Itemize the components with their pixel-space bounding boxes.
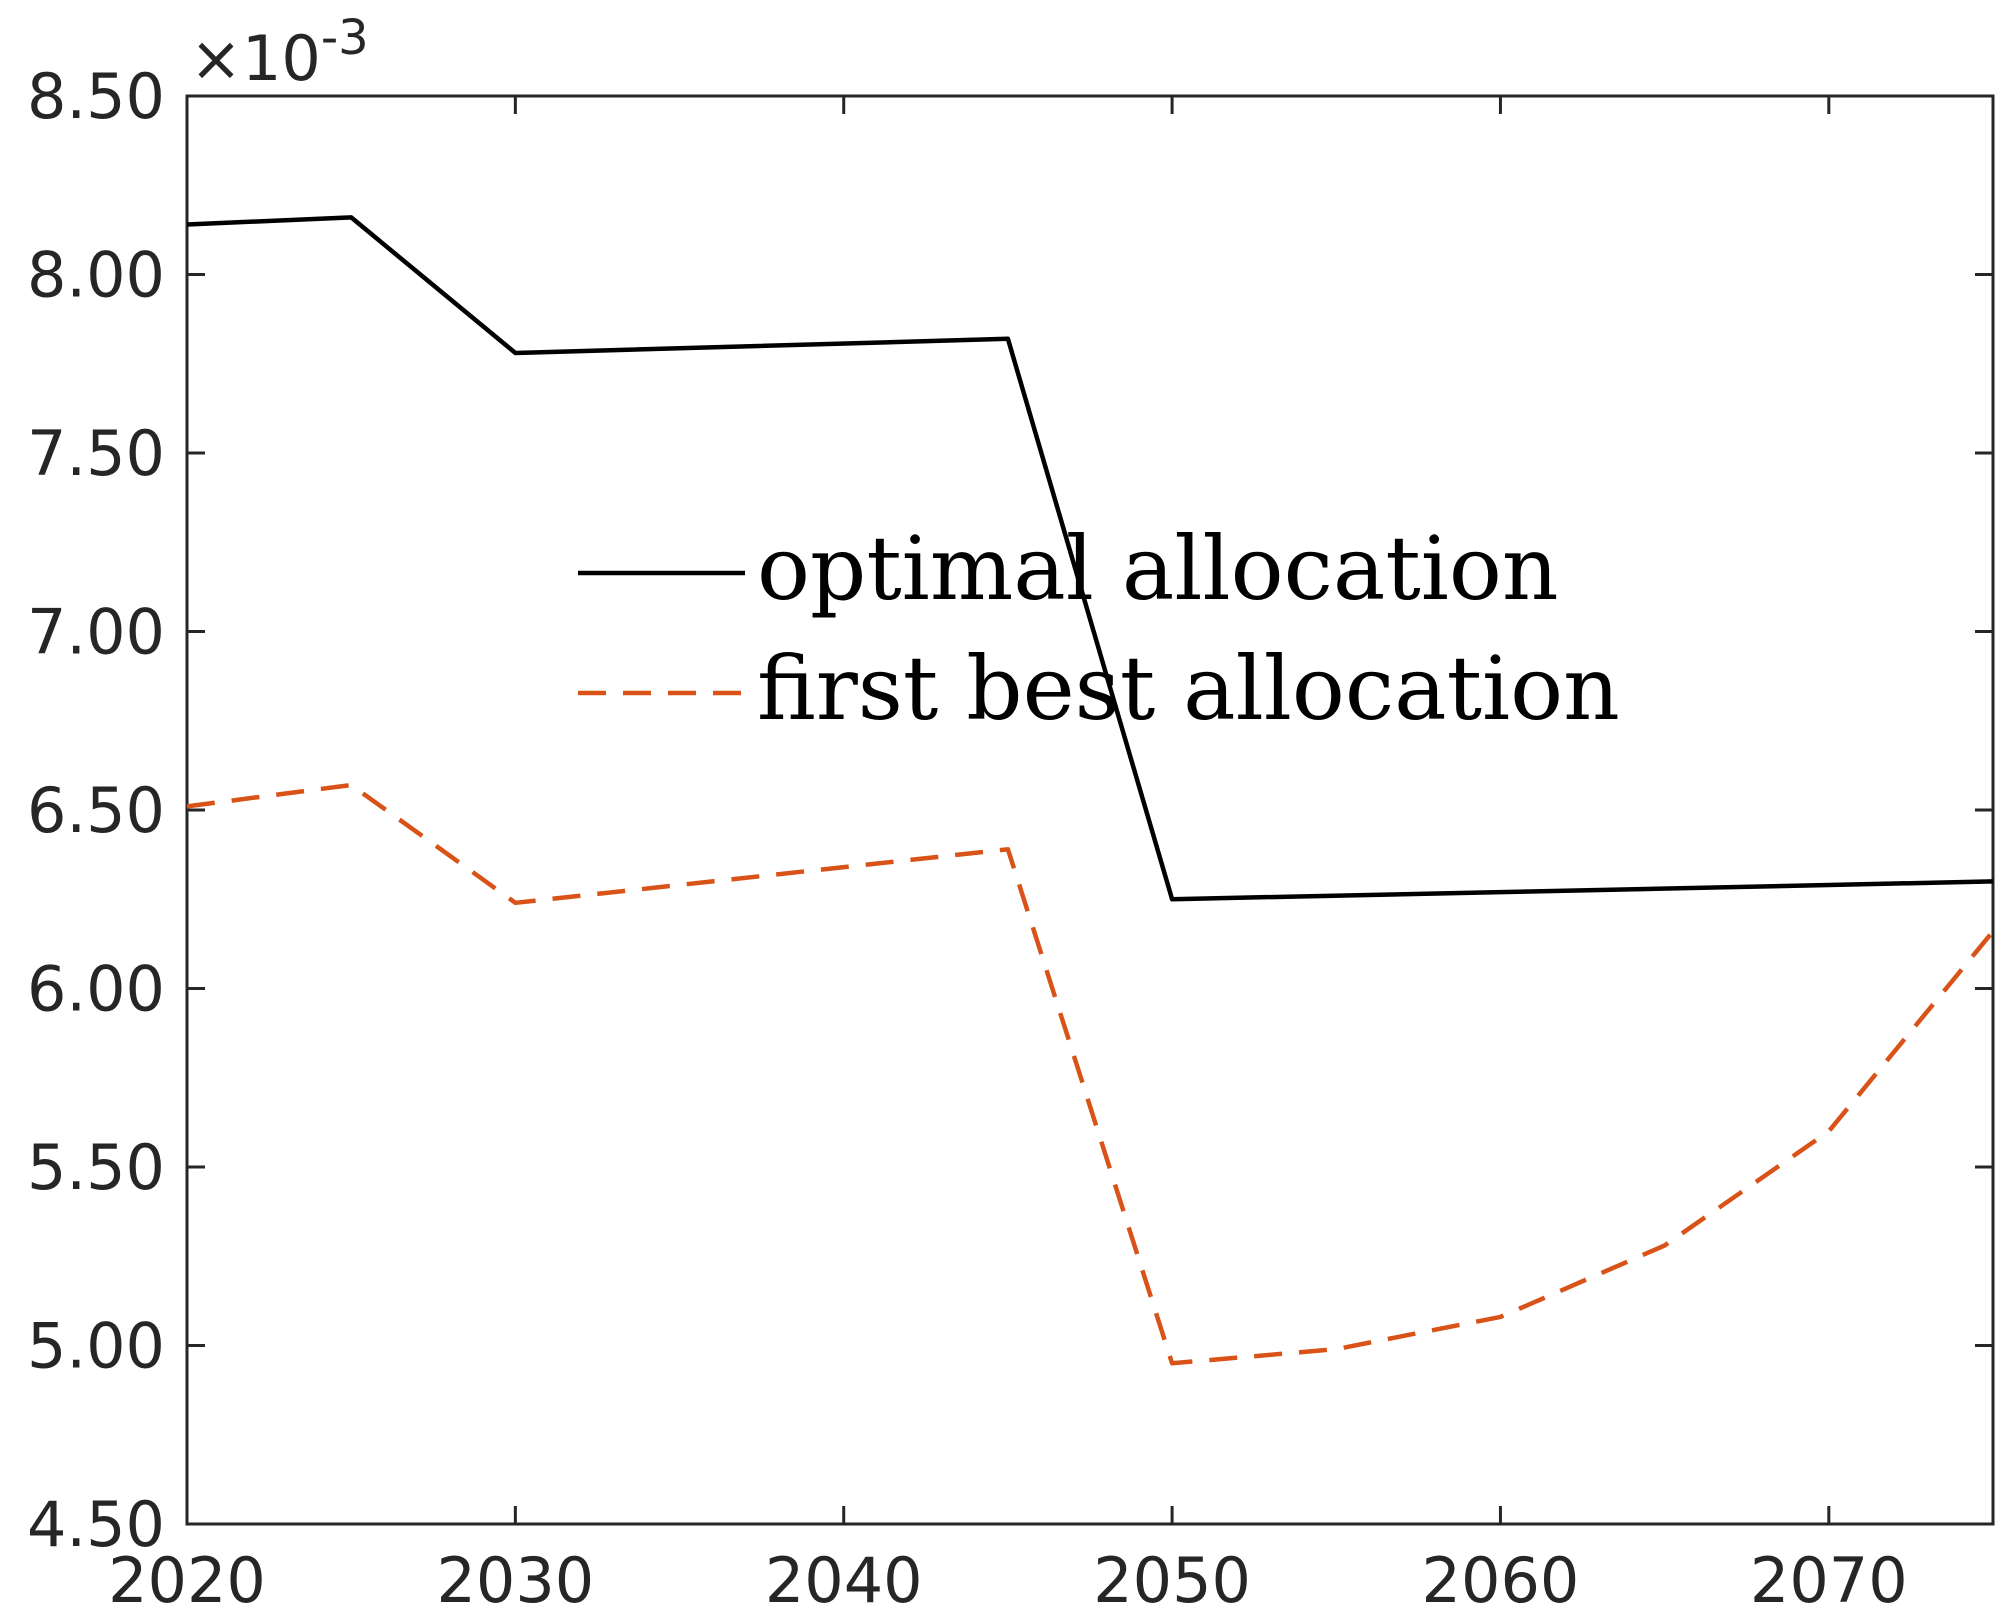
x-tick-label: 2050 xyxy=(1093,1544,1251,1617)
series-layer xyxy=(186,215,1995,1366)
y-tick-label: 7.00 xyxy=(27,596,165,669)
y-tick-label: 8.50 xyxy=(27,60,165,133)
legend: optimal allocation first best allocation xyxy=(578,517,1620,740)
x-tick-label: 2030 xyxy=(436,1544,594,1617)
series-line-optimal-allocation xyxy=(186,215,1994,902)
x-tick-label: 2070 xyxy=(1750,1544,1908,1617)
y-tick-label: 5.50 xyxy=(27,1131,165,1204)
y-tick-label: 6.00 xyxy=(27,953,165,1026)
legend-label: optimal allocation xyxy=(757,517,1559,620)
x-tick-label: 2040 xyxy=(765,1544,923,1617)
x-tick-label: 2060 xyxy=(1422,1544,1580,1617)
y-tick-label: 7.50 xyxy=(27,417,165,490)
axis-ticks: 2020 2030 2040 2050 2060 2070 4.50 5.00 5.50 6.00… xyxy=(27,60,1993,1617)
series-line-first-best-allocation xyxy=(186,782,1995,1366)
y-tick-label: 6.50 xyxy=(27,774,165,847)
x-tick-label: 2020 xyxy=(108,1544,266,1617)
y-exponent-power: -3 xyxy=(321,10,369,66)
legend-label: first best allocation xyxy=(757,637,1620,740)
y-exponent-label: ×10-3 xyxy=(190,10,369,95)
y-tick-label: 4.50 xyxy=(27,1488,165,1561)
y-tick-label: 5.00 xyxy=(27,1310,165,1383)
plot-area xyxy=(185,94,1995,1526)
y-tick-label: 8.00 xyxy=(27,239,165,312)
